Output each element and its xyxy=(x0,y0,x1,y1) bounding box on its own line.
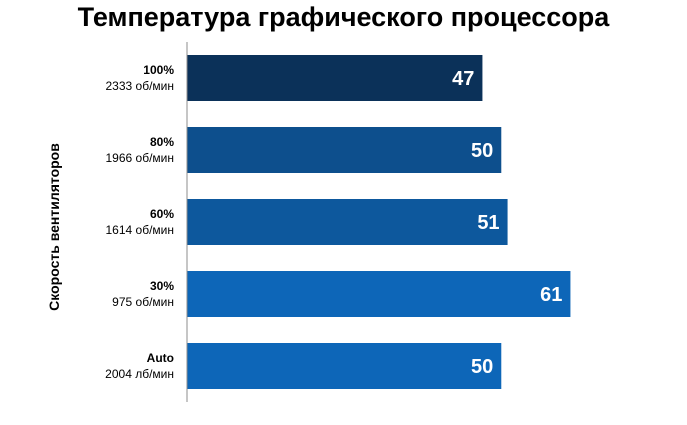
category-sublabel-4: 2004 лб/мин xyxy=(105,367,174,381)
category-label-4: Auto xyxy=(147,351,174,365)
category-label-0: 100% xyxy=(143,63,174,77)
category-sublabel-0: 2333 об/мин xyxy=(106,79,175,93)
category-sublabel-3: 975 об/мин xyxy=(112,295,174,309)
category-label-1: 80% xyxy=(150,135,174,149)
bar-value-label-4: 50 xyxy=(471,356,493,378)
chart-title: Температура графического процессора xyxy=(77,2,610,32)
bars-layer: 47 50 51 61 50 xyxy=(187,55,571,389)
category-sublabel-1: 1966 об/мин xyxy=(106,151,175,165)
bar-4 xyxy=(187,343,502,389)
category-label-2: 60% xyxy=(150,207,174,221)
bar-value-label-2: 51 xyxy=(477,212,499,234)
bar-1 xyxy=(187,127,502,173)
category-labels-layer: 100% 2333 об/мин 80% 1966 об/мин 60% 1614 об/… xyxy=(105,63,174,381)
bar-value-label-0: 47 xyxy=(452,68,474,90)
bar-0 xyxy=(187,55,483,101)
bar-3 xyxy=(187,271,571,317)
category-sublabel-2: 1614 об/мин xyxy=(106,223,175,237)
bar-value-label-1: 50 xyxy=(471,140,493,162)
category-label-3: 30% xyxy=(150,279,174,293)
bar-2 xyxy=(187,199,508,245)
bar-value-label-3: 61 xyxy=(540,284,562,306)
